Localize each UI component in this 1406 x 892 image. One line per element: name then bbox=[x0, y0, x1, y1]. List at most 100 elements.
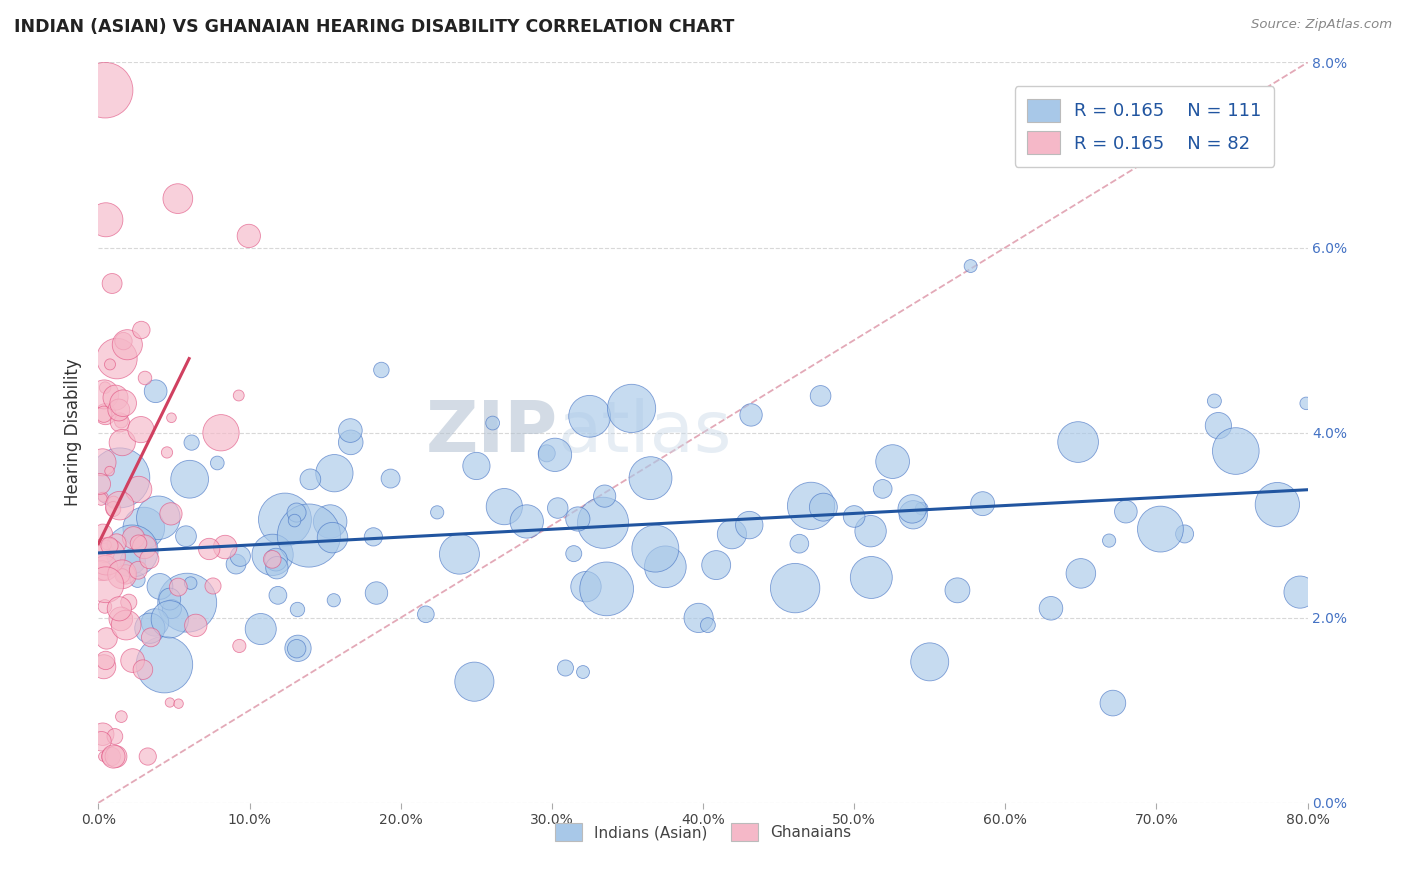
Point bbox=[94, 578, 117, 592]
Point bbox=[1204, 394, 1226, 409]
Point bbox=[104, 730, 127, 744]
Point bbox=[1289, 585, 1312, 599]
Point bbox=[547, 501, 569, 516]
Text: ZIP: ZIP bbox=[426, 398, 558, 467]
Point bbox=[946, 583, 969, 598]
Point bbox=[112, 334, 135, 348]
Point bbox=[98, 539, 121, 553]
Point bbox=[319, 515, 342, 529]
Point bbox=[1295, 396, 1317, 410]
Point bbox=[145, 384, 167, 399]
Point bbox=[209, 425, 232, 440]
Point bbox=[465, 458, 488, 473]
Point bbox=[101, 277, 124, 291]
Point bbox=[93, 659, 115, 673]
Point bbox=[860, 570, 883, 584]
Point bbox=[721, 527, 744, 541]
Point bbox=[285, 641, 308, 656]
Point bbox=[339, 424, 361, 438]
Point bbox=[132, 521, 155, 535]
Point bbox=[1098, 533, 1121, 548]
Point bbox=[572, 665, 595, 679]
Point bbox=[299, 472, 322, 486]
Point bbox=[103, 749, 125, 764]
Point bbox=[94, 561, 117, 575]
Point bbox=[285, 506, 308, 520]
Point bbox=[494, 500, 516, 514]
Point bbox=[184, 618, 207, 632]
Point bbox=[1267, 498, 1289, 512]
Point bbox=[214, 540, 236, 554]
Point bbox=[918, 655, 941, 669]
Point bbox=[1225, 444, 1247, 458]
Point bbox=[94, 83, 117, 97]
Point bbox=[176, 596, 198, 610]
Point bbox=[262, 548, 284, 562]
Point bbox=[93, 407, 115, 421]
Legend: Indians (Asian), Ghanaians: Indians (Asian), Ghanaians bbox=[548, 817, 858, 847]
Point bbox=[105, 536, 128, 550]
Text: atlas: atlas bbox=[558, 398, 733, 467]
Point bbox=[167, 580, 190, 594]
Point bbox=[800, 499, 823, 513]
Point bbox=[93, 387, 115, 401]
Point bbox=[229, 549, 252, 564]
Point bbox=[287, 641, 309, 656]
Point bbox=[544, 448, 567, 462]
Point bbox=[536, 446, 558, 460]
Point bbox=[704, 558, 727, 573]
Point bbox=[108, 403, 131, 417]
Point bbox=[810, 389, 832, 403]
Point bbox=[127, 573, 149, 587]
Point bbox=[575, 580, 598, 594]
Point bbox=[180, 435, 202, 450]
Point bbox=[134, 371, 156, 385]
Point bbox=[882, 454, 904, 468]
Point bbox=[104, 391, 127, 405]
Point bbox=[167, 697, 190, 711]
Point bbox=[238, 229, 260, 244]
Point bbox=[959, 259, 981, 273]
Point bbox=[136, 749, 159, 764]
Point bbox=[370, 363, 392, 377]
Point bbox=[339, 435, 361, 450]
Point bbox=[139, 621, 162, 635]
Point bbox=[262, 552, 284, 566]
Point bbox=[640, 471, 662, 485]
Point bbox=[284, 514, 307, 528]
Point bbox=[105, 351, 128, 366]
Point bbox=[595, 582, 617, 596]
Point bbox=[740, 408, 762, 422]
Point bbox=[593, 489, 616, 503]
Point bbox=[1102, 696, 1125, 710]
Point bbox=[96, 549, 118, 564]
Point bbox=[228, 639, 250, 653]
Point bbox=[738, 518, 761, 533]
Point bbox=[114, 567, 136, 582]
Point bbox=[578, 409, 600, 424]
Point bbox=[287, 602, 309, 616]
Point bbox=[264, 552, 287, 566]
Point bbox=[322, 593, 344, 607]
Point bbox=[111, 435, 134, 450]
Point bbox=[139, 631, 162, 645]
Point bbox=[94, 381, 117, 395]
Point bbox=[872, 482, 894, 496]
Point bbox=[91, 526, 114, 541]
Point bbox=[696, 618, 718, 632]
Point bbox=[108, 499, 131, 513]
Point bbox=[363, 530, 385, 544]
Point bbox=[415, 607, 437, 622]
Point bbox=[127, 563, 149, 577]
Point bbox=[131, 323, 153, 337]
Point bbox=[785, 581, 807, 595]
Point bbox=[160, 602, 183, 616]
Point bbox=[94, 653, 117, 667]
Point bbox=[91, 727, 114, 741]
Point bbox=[789, 537, 811, 551]
Point bbox=[274, 512, 297, 526]
Point bbox=[94, 407, 117, 421]
Y-axis label: Hearing Disability: Hearing Disability bbox=[65, 359, 83, 507]
Point bbox=[562, 547, 585, 561]
Point bbox=[159, 612, 181, 626]
